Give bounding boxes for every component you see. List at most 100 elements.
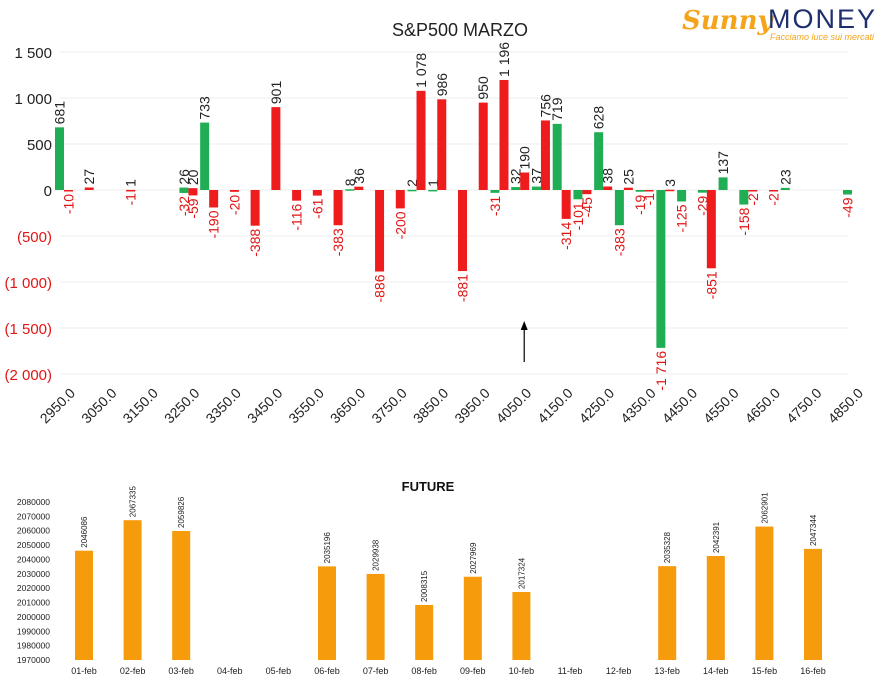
logo-tagline: Facciamo luce sui mercati — [770, 32, 875, 42]
bar — [582, 190, 592, 195]
bar — [490, 190, 500, 193]
bar — [512, 592, 531, 660]
x-tick-label: 07-feb — [363, 666, 389, 676]
bar — [665, 189, 675, 192]
data-label: 20 — [185, 169, 201, 185]
bar — [697, 190, 707, 193]
data-label: -61 — [309, 198, 325, 218]
x-tick-label: 06-feb — [314, 666, 340, 676]
bar — [658, 566, 677, 660]
data-label: -49 — [840, 197, 856, 217]
data-label: 901 — [268, 81, 284, 105]
bar — [123, 520, 142, 660]
bar — [656, 190, 666, 348]
data-label: 1 — [123, 179, 139, 187]
bar — [644, 190, 654, 192]
data-label: 756 — [537, 94, 553, 118]
bar — [345, 189, 355, 191]
bar — [511, 187, 521, 190]
data-label: 733 — [197, 96, 213, 120]
bar — [573, 190, 583, 200]
data-label: -1 716 — [653, 351, 669, 391]
x-tick-label: 4750.0 — [783, 385, 825, 427]
data-label: -2 — [766, 193, 782, 206]
bar — [843, 190, 852, 195]
x-tick-label: 3650.0 — [327, 385, 369, 427]
y-tick-label: 1990000 — [17, 626, 50, 636]
bar — [718, 177, 728, 190]
bar — [271, 107, 281, 190]
data-label: -19 — [632, 195, 648, 215]
bar — [55, 127, 64, 190]
x-tick-label: 3350.0 — [202, 385, 244, 427]
data-label: 2042391 — [712, 521, 721, 553]
logo-script: Sunny — [682, 6, 773, 36]
bar — [706, 556, 725, 660]
x-tick-label: 4150.0 — [534, 385, 576, 427]
bar — [552, 123, 562, 190]
sp500-marzo-chart: S&P500 MARZO 1 500 1 000 500 0 (500) (1 000) (… — [4, 20, 866, 427]
bar — [540, 120, 550, 190]
bar — [179, 190, 189, 193]
chart-title: S&P500 MARZO — [392, 20, 528, 40]
data-label: -20 — [226, 195, 242, 215]
x-tick-label: 16-feb — [800, 666, 826, 676]
data-label: 681 — [52, 101, 68, 125]
x-tick-label: 04-feb — [217, 666, 243, 676]
annotation-arrow-head — [520, 321, 528, 330]
bar — [172, 530, 191, 660]
data-label: -200 — [392, 211, 408, 239]
data-label: 23 — [777, 169, 793, 185]
data-label: 950 — [475, 76, 491, 100]
data-label: 190 — [517, 146, 533, 170]
data-label: -116 — [289, 203, 305, 230]
bar — [375, 190, 385, 272]
chart-title: FUTURE — [402, 479, 455, 494]
data-label: -125 — [674, 204, 690, 232]
x-tick-label: 3750.0 — [368, 385, 410, 427]
bar — [209, 190, 219, 208]
x-tick-label: 4650.0 — [742, 385, 784, 427]
y-tick-label: 1 500 — [14, 45, 52, 62]
data-label: 2008315 — [420, 570, 429, 602]
x-tick-label: 4550.0 — [700, 385, 742, 427]
data-label: -1 — [123, 193, 139, 206]
x-tick-label: 2950.0 — [37, 385, 79, 427]
data-label: -29 — [694, 195, 710, 215]
data-label: -45 — [579, 197, 595, 217]
y-tick-label: (2 000) — [4, 367, 52, 384]
bar — [780, 187, 790, 190]
y-tick-label: 2050000 — [17, 540, 50, 550]
x-tick-label: 4050.0 — [493, 385, 535, 427]
bar — [75, 550, 93, 660]
data-label: -1 — [641, 193, 657, 206]
bar — [635, 190, 645, 192]
bar — [366, 573, 385, 660]
bar — [520, 172, 530, 190]
y-tick-label: 0 — [44, 183, 52, 200]
data-label: 986 — [434, 73, 450, 97]
data-label: 27 — [81, 169, 97, 185]
x-tick-label: 3850.0 — [410, 385, 452, 427]
x-tick-label: 08-feb — [411, 666, 437, 676]
data-label: -881 — [455, 274, 471, 302]
x-tick-label: 3450.0 — [244, 385, 286, 427]
x-tick-label: 11-feb — [558, 666, 583, 676]
data-label: -851 — [703, 271, 719, 299]
logo-word: MONEY — [768, 4, 878, 34]
future-chart: FUTURE 2080000 2070000 2060000 2050000 20400… — [17, 479, 826, 676]
data-label: -59 — [185, 198, 201, 218]
bar — [594, 132, 604, 190]
bar — [748, 190, 758, 192]
bar — [407, 189, 417, 192]
data-label: -388 — [247, 228, 263, 256]
bar — [478, 102, 488, 190]
bar — [499, 79, 509, 190]
bar — [769, 190, 779, 192]
y-tick-label: 1980000 — [17, 641, 50, 651]
data-label: 2017324 — [517, 557, 526, 589]
bar — [804, 548, 822, 660]
x-tick-label: 02-feb — [120, 666, 146, 676]
data-label: 719 — [549, 97, 565, 121]
data-label: 32 — [508, 168, 524, 184]
